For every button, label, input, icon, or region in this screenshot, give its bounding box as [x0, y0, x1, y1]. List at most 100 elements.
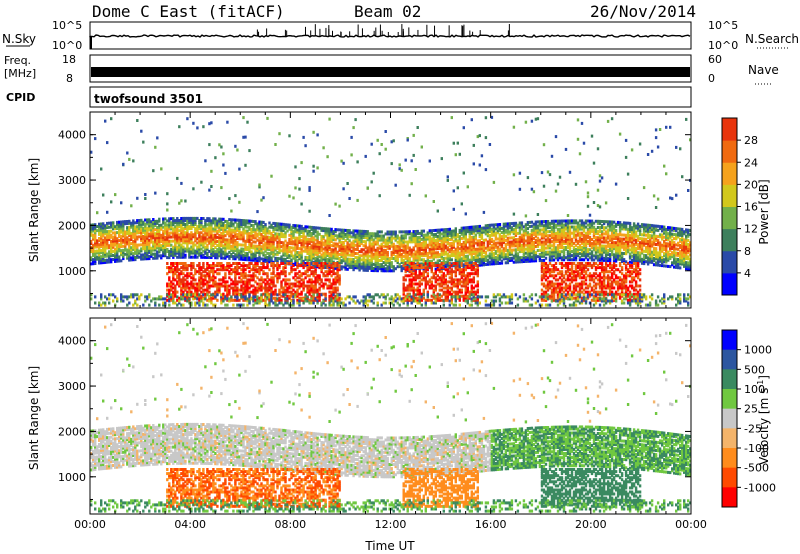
power-cell: [118, 259, 121, 263]
power-cell: [244, 243, 247, 247]
power-cell: [208, 256, 211, 259]
power-cell: [310, 236, 313, 240]
power-cell: [320, 243, 323, 247]
power-cell: [254, 244, 257, 248]
power-cell: [248, 290, 251, 294]
power-cell: [202, 217, 205, 220]
power-cell: [196, 126, 199, 130]
power-cell: [100, 297, 103, 301]
power-cell: [200, 180, 203, 184]
power-cell: [284, 239, 287, 243]
power-cell: [150, 240, 153, 244]
power-cell: [322, 243, 325, 247]
power-cell: [154, 238, 157, 242]
power-cell: [292, 232, 295, 236]
power-cell: [240, 264, 243, 268]
power-cell: [244, 258, 247, 262]
power-cell: [142, 257, 145, 261]
power-cell: [256, 276, 259, 280]
power-cell: [280, 294, 283, 298]
power-cell: [212, 264, 215, 268]
power-cell: [220, 242, 223, 246]
power-cell: [116, 245, 119, 249]
power-cell: [208, 219, 211, 223]
power-cell: [198, 233, 201, 237]
power-cell: [226, 284, 229, 288]
power-cell: [310, 280, 313, 284]
power-cell: [302, 288, 305, 292]
power-cell: [340, 253, 343, 257]
power-cell: [144, 241, 147, 244]
power-cell: [144, 226, 147, 230]
power-cell: [450, 116, 453, 120]
power-cell: [218, 225, 221, 229]
power-cell: [336, 280, 339, 284]
power-cell: [294, 240, 297, 244]
power-cell: [254, 280, 257, 284]
power-cell: [212, 293, 215, 297]
power-cell: [318, 292, 321, 296]
power-cell: [218, 248, 221, 252]
power-cell: [316, 280, 319, 284]
power-cell: [418, 264, 421, 268]
power-cell: [116, 255, 119, 259]
power-cell: [216, 298, 219, 302]
power-cell: [410, 182, 413, 186]
power-cell: [234, 218, 237, 222]
power-cell: [168, 239, 171, 243]
power-cell: [216, 254, 219, 258]
power-cell: [210, 121, 213, 125]
power-cell: [312, 272, 315, 276]
power-cell: [126, 240, 129, 244]
power-cell: [96, 249, 99, 253]
power-cell: [168, 231, 171, 235]
power-cell: [462, 126, 465, 130]
power-cell: [322, 282, 325, 286]
power-cell: [302, 229, 305, 233]
power-cell: [116, 251, 119, 255]
power-cell: [168, 227, 171, 231]
power-cell: [324, 231, 327, 235]
power-cell: [264, 272, 267, 276]
power-cell: [202, 301, 205, 305]
power-cell: [328, 241, 331, 245]
power-cell: [150, 254, 153, 258]
power-cell: [292, 264, 295, 268]
power-cell: [314, 280, 317, 284]
power-cell: [198, 293, 201, 297]
power-cell: [244, 219, 247, 223]
power-cell: [158, 219, 161, 223]
power-cell: [192, 264, 195, 268]
power-cell: [240, 295, 243, 299]
power-cell: [114, 253, 117, 257]
power-cell: [236, 222, 239, 226]
power-cell: [156, 246, 159, 250]
power-cell: [310, 278, 313, 282]
power-cell: [176, 270, 179, 274]
power-cell: [288, 278, 291, 282]
power-cell: [420, 145, 423, 149]
power-cell: [274, 232, 277, 236]
power-cell: [264, 231, 267, 235]
power-cell: [98, 257, 101, 261]
power-cell: [218, 236, 221, 239]
power-cell: [120, 259, 123, 263]
power-cell: [180, 278, 183, 282]
power-cell: [238, 233, 241, 237]
power-cell: [326, 262, 329, 266]
nsky-line: [89, 34, 691, 38]
power-cell: [236, 262, 239, 265]
power-cell: [214, 217, 217, 221]
power-cell: [342, 265, 345, 269]
power-cell: [234, 144, 237, 148]
power-cell: [236, 297, 239, 301]
power-cell: [304, 241, 307, 245]
power-cell: [302, 263, 305, 267]
power-cell: [304, 255, 307, 259]
power-cell: [146, 242, 149, 246]
power-cell: [146, 244, 149, 248]
power-cell: [318, 276, 321, 280]
power-cell: [174, 247, 177, 251]
power-cell: [240, 243, 243, 247]
power-cell: [136, 303, 139, 307]
